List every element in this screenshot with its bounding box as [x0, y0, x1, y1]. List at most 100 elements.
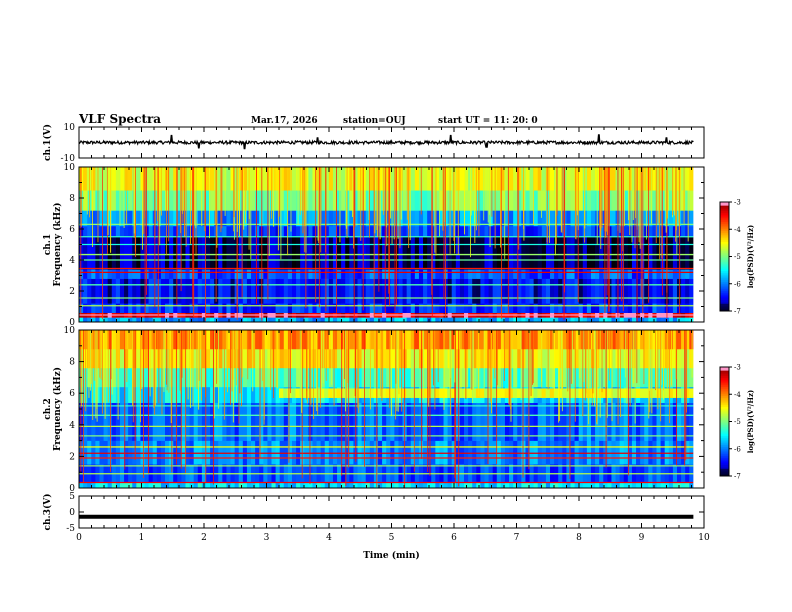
psd-cell: [586, 367, 592, 388]
psd-cell: [308, 167, 314, 191]
psd-cell: [386, 317, 391, 323]
psd-cell: [210, 317, 215, 323]
psd-cell: [545, 481, 551, 489]
psd-cell: [337, 402, 342, 441]
colorbar-step: [720, 390, 729, 393]
psd-cell: [136, 303, 142, 313]
psd-cell: [210, 367, 215, 388]
psd-cell: [439, 367, 445, 388]
psd-cell: [464, 210, 469, 227]
psd-cell: [607, 269, 613, 279]
psd-cell: [218, 269, 223, 279]
y-tick-label: 0: [69, 484, 75, 494]
colorbar-step: [720, 292, 729, 296]
psd-cell: [496, 236, 502, 270]
psd-cell: [251, 269, 256, 279]
psd-cell: [402, 317, 408, 323]
psd-cell: [345, 210, 350, 227]
psd-cell: [357, 303, 363, 313]
psd-cell: [668, 190, 674, 211]
psd-cell: [156, 210, 162, 227]
psd-cell: [570, 167, 576, 191]
psd-cell: [357, 348, 363, 369]
psd-cell: [255, 330, 260, 350]
psd-cell: [631, 167, 637, 191]
psd-cell: [83, 236, 88, 270]
psd-cell: [484, 210, 490, 227]
psd-cell: [513, 167, 518, 191]
psd-cell: [275, 269, 281, 279]
psd-cell: [480, 367, 486, 388]
psd-cell: [357, 210, 363, 227]
psd-cell: [504, 225, 510, 238]
psd-cell: [95, 236, 101, 270]
psd-cell: [459, 190, 465, 211]
psd-cell: [672, 402, 678, 441]
psd-cell: [91, 402, 96, 441]
psd-cell: [435, 269, 441, 279]
psd-cell: [238, 225, 244, 238]
psd-cell: [238, 278, 244, 304]
psd-cell: [636, 348, 641, 369]
psd-cell: [83, 317, 88, 323]
psd-cell: [324, 278, 330, 304]
psd-cell: [259, 402, 264, 441]
psd-cell: [132, 269, 137, 279]
colorbar-step: [720, 386, 729, 390]
psd-cell: [504, 167, 510, 191]
psd-cell: [431, 210, 436, 227]
psd-cell: [636, 402, 641, 441]
psd-cell: [341, 210, 346, 227]
colorbar-tick-label: -6: [734, 280, 741, 288]
psd-cell: [627, 402, 633, 441]
psd-cell: [148, 348, 154, 369]
psd-cell: [201, 269, 207, 279]
psd-cell: [509, 225, 514, 238]
psd-cell: [586, 167, 592, 191]
psd-cell: [259, 348, 264, 369]
psd-cell: [181, 386, 187, 403]
psd-cell: [320, 402, 326, 441]
psd-cell: [554, 481, 559, 489]
psd-cell: [599, 236, 604, 270]
psd-enhanced-cell: [644, 388, 649, 398]
psd-cell: [124, 269, 129, 279]
psd-cell: [201, 386, 207, 403]
psd-cell: [406, 236, 412, 270]
psd-cell: [365, 190, 371, 211]
psd-cell: [668, 210, 674, 227]
psd-cell: [464, 303, 469, 313]
colorbar-step: [720, 278, 729, 281]
colorbar-step: [720, 238, 729, 241]
psd-cell: [201, 367, 207, 388]
psd-cell: [586, 236, 592, 270]
psd-cell: [410, 317, 416, 323]
psd-cell: [623, 348, 629, 369]
psd-cell: [521, 367, 527, 388]
psd-cell: [435, 367, 441, 388]
psd-cell: [218, 386, 223, 403]
psd-cell: [676, 330, 682, 350]
psd-cell: [500, 367, 506, 388]
psd-cell: [271, 317, 277, 323]
psd-cell: [525, 236, 531, 270]
psd-cell: [480, 303, 486, 313]
psd-cell: [369, 278, 375, 304]
psd-cell: [128, 236, 133, 270]
psd-cell: [455, 317, 461, 323]
colorbar-step: [720, 383, 729, 386]
psd-cell: [316, 236, 322, 270]
psd-cell: [586, 269, 592, 279]
psd-cell: [124, 386, 129, 403]
y-tick-label: -10: [61, 154, 76, 164]
psd-cell: [459, 167, 465, 191]
psd-cell: [230, 278, 236, 304]
psd-cell: [324, 236, 330, 270]
psd-cell: [459, 269, 465, 279]
psd-cell: [541, 317, 547, 323]
psd-cell: [443, 367, 449, 388]
psd-cell: [517, 317, 522, 323]
psd-cell: [410, 190, 416, 211]
psd-cell: [672, 348, 678, 369]
